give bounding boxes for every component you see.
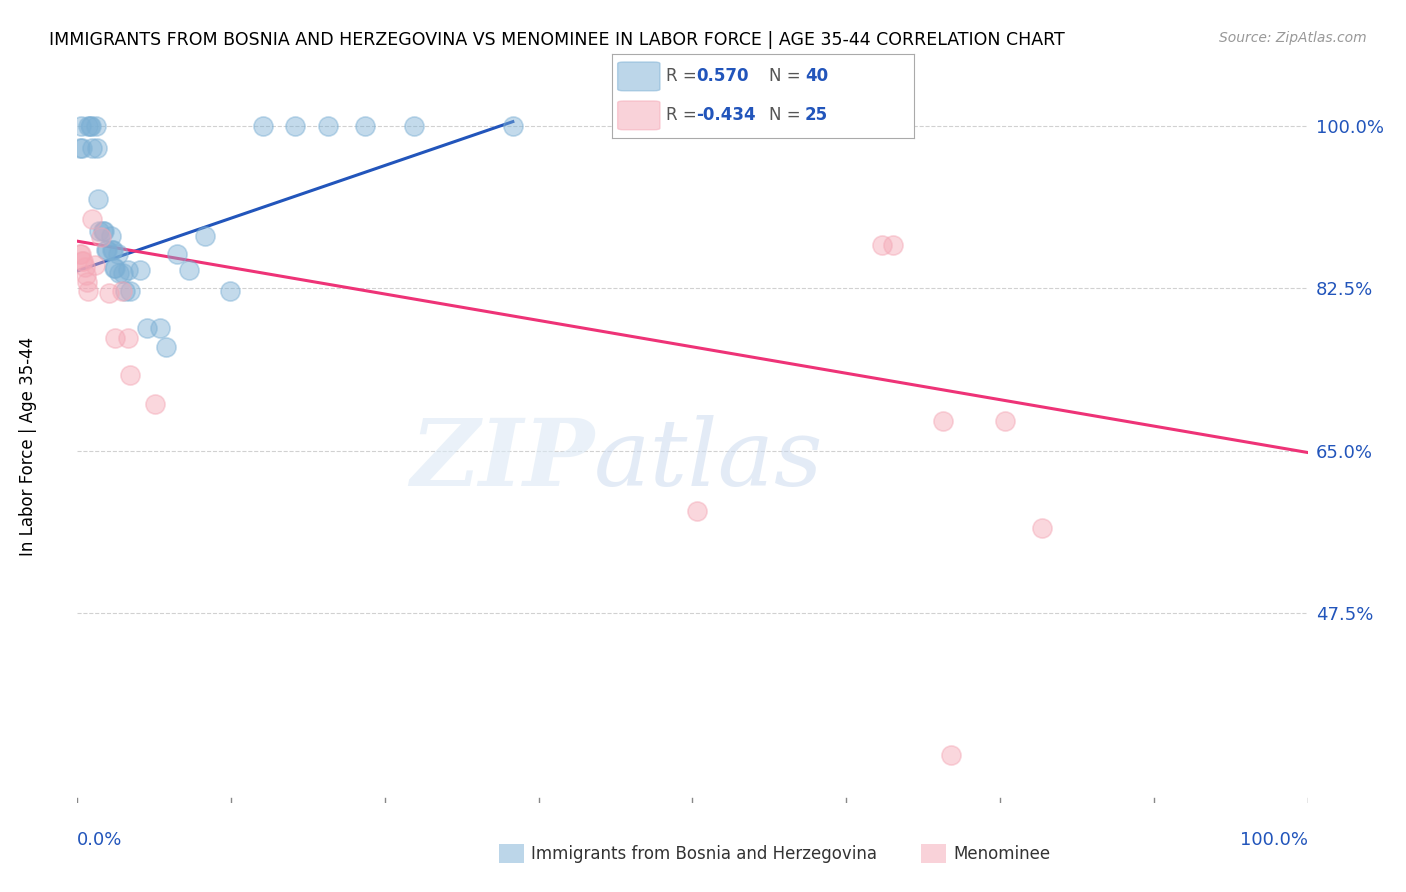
Point [404,120,426,134]
Text: R =: R = [666,68,702,86]
Point [86,140,108,154]
Point [80,120,103,134]
Point [70,247,93,261]
Point [284,120,307,134]
Point [98,286,121,301]
Point [219,284,242,298]
Point [90,230,112,244]
Point [93,224,115,238]
Point [120,284,142,298]
Point [104,330,127,344]
Text: 25: 25 [806,106,828,124]
Point [100,228,122,243]
Point [91,224,114,238]
Point [104,261,127,276]
Point [73,260,96,274]
Point [318,120,340,134]
Point [72,253,94,268]
Text: 0.0%: 0.0% [77,831,122,849]
Point [932,414,955,428]
Point [686,504,709,518]
Point [1031,520,1053,534]
Point [155,340,177,354]
Point [87,192,110,206]
Text: Menominee: Menominee [953,845,1050,863]
Point [882,238,904,252]
Point [70,253,93,268]
Point [75,268,97,282]
Point [120,368,142,382]
Text: N =: N = [769,68,806,86]
Point [939,747,962,762]
Point [70,140,93,154]
Point [117,330,139,344]
Text: 40: 40 [806,68,828,86]
Text: -0.434: -0.434 [696,106,756,124]
FancyBboxPatch shape [617,62,659,91]
Point [179,263,201,277]
Point [77,120,100,134]
Point [502,120,524,134]
Text: Immigrants from Bosnia and Herzegovina: Immigrants from Bosnia and Herzegovina [531,845,877,863]
Text: Source: ZipAtlas.com: Source: ZipAtlas.com [1219,31,1367,45]
Point [108,266,131,280]
Point [83,258,105,272]
Point [101,243,124,257]
Text: IMMIGRANTS FROM BOSNIA AND HERZEGOVINA VS MENOMINEE IN LABOR FORCE | AGE 35-44 C: IMMIGRANTS FROM BOSNIA AND HERZEGOVINA V… [49,31,1064,49]
Text: 100.0%: 100.0% [1240,831,1308,849]
Point [82,211,104,226]
Point [84,120,107,134]
Point [82,140,104,154]
Point [69,247,91,261]
Point [166,247,188,261]
Text: ZIP: ZIP [409,416,595,505]
Text: N =: N = [769,106,806,124]
Point [252,120,274,134]
Point [149,321,172,335]
Point [107,247,129,261]
Point [111,266,134,280]
Point [129,263,152,277]
Text: 0.570: 0.570 [696,68,749,86]
Point [96,243,118,257]
Point [69,140,91,154]
Point [103,261,125,276]
Point [114,284,136,298]
Point [143,397,166,411]
Point [994,414,1017,428]
Point [77,284,100,298]
Point [70,120,93,134]
Point [194,228,217,243]
Point [111,284,132,298]
Point [117,263,139,277]
Point [89,224,111,238]
Point [101,243,124,257]
Point [79,120,101,134]
Text: R =: R = [666,106,702,124]
Point [76,275,98,289]
FancyBboxPatch shape [617,101,659,130]
Text: atlas: atlas [595,416,824,505]
Text: In Labor Force | Age 35-44: In Labor Force | Age 35-44 [20,336,37,556]
Point [354,120,377,134]
Point [870,238,893,252]
Point [136,321,159,335]
Point [813,120,835,134]
Point [94,243,117,257]
